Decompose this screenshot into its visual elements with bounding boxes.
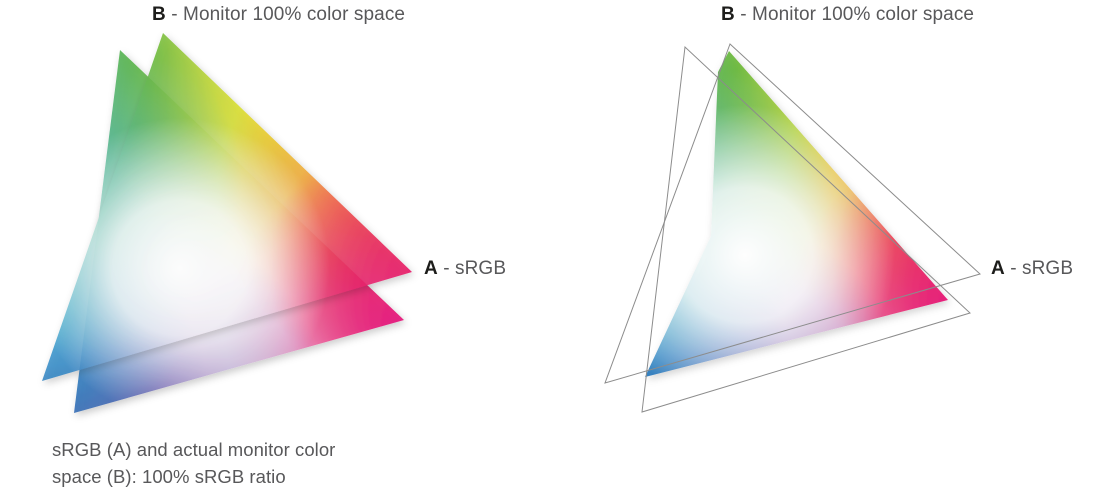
- panel-title-text: - Monitor 100% color space: [734, 4, 975, 25]
- vertex-label-a-srgb: A - sRGB: [991, 258, 1073, 280]
- gamut-outline-b-monitor: [641, 45, 971, 413]
- caption-left: sRGB (A) and actual monitor color space …: [52, 439, 336, 487]
- panel-srgb-coverage: B - Monitor 100% color space A - sRGB sR…: [551, 0, 1102, 496]
- panel-title-bold-letter: B: [152, 4, 166, 25]
- vertex-label-bold-letter: A: [424, 258, 438, 279]
- vertex-label-text: - sRGB: [1004, 258, 1074, 279]
- vertex-label-text: - sRGB: [437, 258, 507, 279]
- gamut-coverage-overlap-fill: [645, 51, 948, 377]
- gamut-diagram-right: [604, 43, 981, 413]
- vertex-label-a-srgb: A - sRGB: [424, 258, 506, 280]
- panel-title-b-monitor: B - Monitor 100% color space: [721, 4, 974, 26]
- gamut-triangle-a-srgb: [42, 33, 412, 381]
- panel-title-bold-letter: B: [721, 4, 735, 25]
- gamut-outline-a-srgb: [604, 43, 981, 384]
- vertex-label-bold-letter: A: [991, 258, 1005, 279]
- panel-title-text: - Monitor 100% color space: [165, 4, 406, 25]
- panel-title-b-monitor: B - Monitor 100% color space: [152, 4, 405, 26]
- gamut-diagram-left: [42, 33, 412, 413]
- panel-srgb-vs-monitor: B - Monitor 100% color space A - sRGB sR…: [42, 4, 506, 487]
